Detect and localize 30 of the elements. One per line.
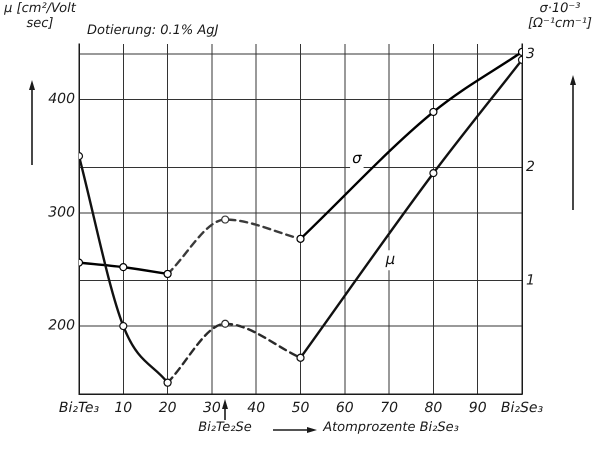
- x-tick-label: Bi₂Se₃: [500, 400, 544, 416]
- point: [429, 169, 438, 178]
- x-tick-label: 40: [247, 400, 266, 416]
- y-tick-label: 200: [48, 318, 76, 334]
- y2-tick-label: 3: [526, 46, 535, 62]
- x-axis-title: Atomprozente Bi₂Se₃: [323, 420, 459, 436]
- series-label: σ: [352, 148, 362, 167]
- x-tick-label: 90: [468, 400, 487, 416]
- x-tick-label: 10: [114, 400, 132, 416]
- y2-tick-label: 2: [526, 159, 535, 176]
- y-axis-title: μ [cm²/Volt sec]: [3, 1, 78, 32]
- series-label: μ: [384, 250, 396, 268]
- point: [221, 320, 230, 328]
- x-tick-label: 70: [380, 400, 398, 416]
- x-tick-label: 30: [202, 400, 221, 416]
- x-tick-label: 20: [158, 400, 177, 416]
- x-tick-label: 50: [292, 400, 310, 416]
- chart-title: Dotierung: 0.1% AgJ: [87, 23, 218, 39]
- x-tick-label: 60: [336, 400, 354, 416]
- point: [221, 215, 230, 224]
- x-tick-label: Bi₂Te₃: [58, 400, 100, 416]
- y2-tick-label: 1: [526, 272, 535, 288]
- y-tick-label: 300: [48, 204, 76, 220]
- point: [119, 263, 128, 272]
- point: [119, 322, 128, 330]
- y2-axis-title: σ·10⁻³ [Ω⁻¹cm⁻¹]: [526, 1, 594, 32]
- x-tick-label: 80: [424, 400, 442, 416]
- point: [429, 108, 438, 116]
- y-tick-label: 400: [48, 91, 76, 108]
- text: Bi₂Te₂Se: [198, 420, 252, 436]
